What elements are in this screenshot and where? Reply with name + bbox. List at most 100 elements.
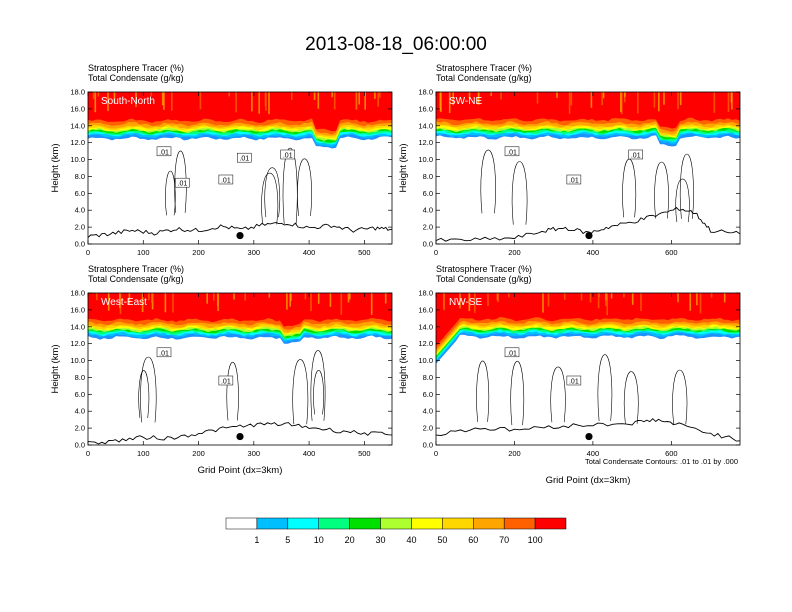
panel-frame xyxy=(435,91,741,245)
x-tick-label: 600 xyxy=(665,449,678,458)
tracer-streak xyxy=(384,293,387,304)
x-tick-label: 300 xyxy=(248,248,261,257)
tracer-streak xyxy=(547,293,550,307)
tracer-streak xyxy=(310,293,312,312)
tracer-streak xyxy=(443,293,445,311)
tracer-streak xyxy=(606,293,608,316)
condensate-contour xyxy=(264,167,281,218)
contour-label-box xyxy=(175,177,190,188)
tracer-streak xyxy=(602,92,605,99)
contour-label-box xyxy=(156,146,172,157)
header-line-2: Total Condensate (g/kg) xyxy=(436,274,532,284)
colorbar-label: 100 xyxy=(528,535,543,545)
tracer-streak xyxy=(148,293,150,301)
y-tick-label: 0.0 xyxy=(75,240,85,249)
y-tick-label: 4.0 xyxy=(423,206,433,215)
colorbar-swatch xyxy=(534,517,567,530)
tracer-streak xyxy=(92,92,95,100)
contour-label-box xyxy=(628,149,643,160)
tracer-streak xyxy=(623,92,626,103)
y-axis-label: Height (km) xyxy=(398,143,409,192)
tracer-streak xyxy=(713,92,716,113)
tracer-streak xyxy=(663,92,665,105)
tracer-streak xyxy=(268,92,270,115)
colorbar-swatch xyxy=(442,517,474,530)
y-tick-label: 10.0 xyxy=(418,155,433,164)
tracer-streak xyxy=(696,293,698,306)
x-tick-label: 200 xyxy=(192,449,205,458)
y-tick-label: 12.0 xyxy=(418,339,433,348)
panel-frame xyxy=(87,292,393,446)
tracer-streak xyxy=(623,293,625,298)
contour-label: .01 xyxy=(159,149,169,156)
tracer-streak xyxy=(141,293,144,313)
tracer-streak xyxy=(97,92,100,97)
panel-west-east: .01 .01 West-East Stratosphere Tracer (%)To… xyxy=(50,264,393,476)
y-tick-label: 4.0 xyxy=(423,407,433,416)
tracer-streak xyxy=(290,293,292,301)
contour-footnote: Total Condensate Contours: .01 to .01 by… xyxy=(585,457,738,466)
x-tick-label: 200 xyxy=(508,449,521,458)
condensate-contour xyxy=(165,170,176,216)
condensate-contour xyxy=(550,366,566,423)
tracer-streak xyxy=(347,293,350,303)
tracer-streak xyxy=(113,92,116,104)
y-tick-label: 0.0 xyxy=(75,441,85,450)
y-tick-label: 6.0 xyxy=(423,390,433,399)
y-tick-label: 10.0 xyxy=(418,356,433,365)
tracer-streak xyxy=(163,92,165,110)
y-tick-label: 6.0 xyxy=(75,189,85,198)
contour-label: .01 xyxy=(178,181,188,188)
contour-label-box xyxy=(237,152,252,163)
x-tick-label: 400 xyxy=(303,248,316,257)
tracer-streak xyxy=(677,293,679,303)
x-tick-label: 0 xyxy=(434,449,438,458)
x-tick-label: 400 xyxy=(587,449,600,458)
panel-frame xyxy=(87,91,393,245)
tracer-streak xyxy=(333,92,336,110)
tracer-streak xyxy=(358,92,360,105)
tracer-streak xyxy=(601,92,603,106)
tracer-streak xyxy=(235,92,237,113)
y-tick-label: 8.0 xyxy=(75,172,85,181)
tracer-streak xyxy=(213,293,215,301)
x-tick-label: 200 xyxy=(508,248,521,257)
tracer-streak xyxy=(597,293,600,309)
tracer-streak xyxy=(556,92,558,98)
condensate-contour xyxy=(597,354,613,422)
condensate-contour xyxy=(476,360,490,422)
x-tick-label: 0 xyxy=(86,449,90,458)
location-marker xyxy=(236,231,244,240)
tracer-band-11 xyxy=(436,293,740,347)
tracer-streak xyxy=(727,92,730,112)
header-line-2: Total Condensate (g/kg) xyxy=(88,274,184,284)
y-tick-label: 0.0 xyxy=(423,441,433,450)
x-tick-label: 100 xyxy=(137,248,150,257)
colorbar-swatch xyxy=(349,517,381,530)
condensate-contour xyxy=(480,149,496,214)
tracer-streak xyxy=(107,92,109,111)
colorbar-swatch xyxy=(256,517,289,530)
y-tick-label: 2.0 xyxy=(423,424,433,433)
contour-label: .01 xyxy=(569,378,579,385)
y-tick-label: 16.0 xyxy=(418,305,433,314)
y-tick-label: 4.0 xyxy=(75,206,85,215)
x-tick-label: 400 xyxy=(587,248,600,257)
tracer-streak xyxy=(364,92,366,110)
tracer-streak xyxy=(286,293,288,310)
tracer-streak xyxy=(568,92,571,114)
x-tick-label: 500 xyxy=(358,248,371,257)
tracer-streak xyxy=(653,92,656,108)
y-tick-label: 12.0 xyxy=(418,138,433,147)
tracer-streak xyxy=(570,92,573,106)
tracer-streak xyxy=(580,293,583,301)
tracer-streak xyxy=(370,293,373,315)
tracer-streak xyxy=(542,293,544,313)
tracer-streak xyxy=(228,92,230,97)
colorbar-label: 70 xyxy=(499,535,509,545)
condensate-contour xyxy=(511,161,528,225)
y-tick-label: 18.0 xyxy=(70,289,85,298)
tracer-streak xyxy=(258,92,260,114)
condensate-contour xyxy=(623,371,639,424)
